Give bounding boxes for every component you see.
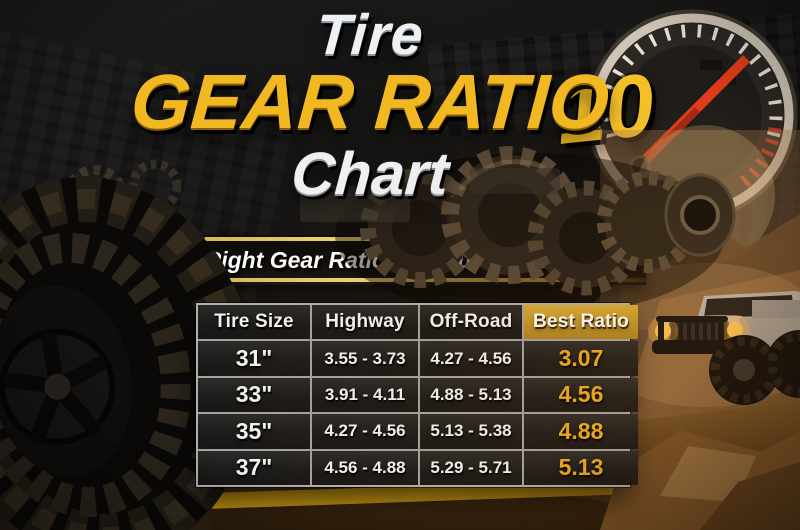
title-line-chart: Chart [289, 139, 451, 207]
best-ratio-cell: 4.88 [524, 414, 638, 449]
tire-size-cell: 37" [198, 450, 310, 485]
offroad-cell: 4.88 - 5.13 [420, 377, 522, 413]
offroad-cell: 5.13 - 5.38 [420, 414, 522, 449]
col-header-tire-size: Tire Size [198, 305, 310, 340]
gear-ratio-table: Tire Size Highway Off-Road Best Ratio 31… [196, 303, 638, 487]
highway-cell: 4.27 - 4.56 [312, 414, 418, 449]
highway-cell: 3.55 - 3.73 [312, 341, 418, 376]
tire-size-cell: 31" [198, 341, 310, 376]
col-header-best-ratio: Best Ratio [524, 305, 638, 340]
title-line-gear-ratio: GEAR RATIO [128, 59, 612, 146]
subtitle-text: Find the Right Gear Ratio for Your Tire … [108, 247, 582, 273]
best-ratio-cell: 5.13 [524, 450, 638, 485]
subtitle-banner: Find the Right Gear Ratio for Your Tire … [44, 235, 646, 285]
col-header-offroad: Off-Road [420, 305, 522, 340]
title-line-tire: Tire [314, 3, 426, 67]
offroad-cell: 4.27 - 4.56 [420, 341, 522, 376]
highway-cell: 4.56 - 4.88 [312, 450, 418, 485]
best-ratio-cell: 4.56 [524, 377, 638, 413]
best-ratio-cell: 3.07 [524, 341, 638, 376]
tire-size-cell: 33" [198, 377, 310, 413]
offroad-cell: 5.29 - 5.71 [420, 450, 522, 485]
tire-size-cell: 35" [198, 414, 310, 449]
page-title: Tire GEAR RATIO Chart [40, 3, 700, 207]
highway-cell: 3.91 - 4.11 [312, 377, 418, 413]
col-header-highway: Highway [312, 305, 418, 340]
